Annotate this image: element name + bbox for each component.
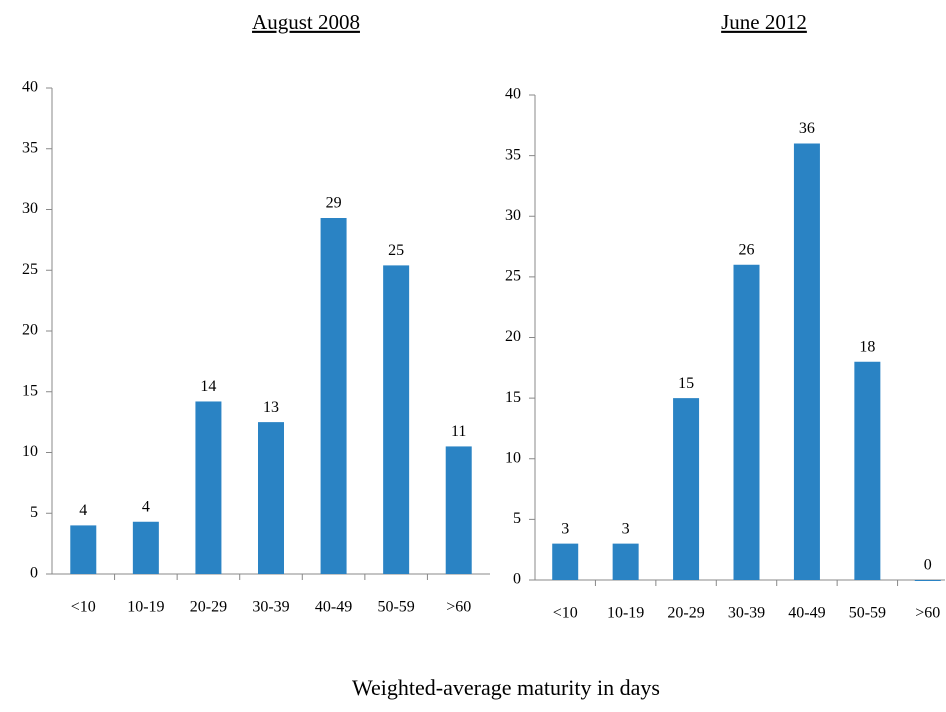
x-tick-label: 30-39: [252, 599, 289, 616]
x-tick-label: 20-29: [667, 605, 704, 622]
x-tick-label: <10: [553, 605, 578, 622]
x-tick-label: 40-49: [788, 605, 825, 622]
value-label: 18: [859, 338, 875, 355]
value-label: 11: [451, 423, 466, 440]
y-tick-label: 30: [505, 207, 521, 224]
value-label: 3: [561, 520, 569, 537]
bar: [612, 543, 639, 580]
value-label: 25: [388, 242, 404, 259]
y-tick-label: 15: [505, 389, 521, 406]
y-tick-label: 35: [22, 139, 38, 156]
y-tick-label: 35: [505, 146, 521, 163]
y-tick-label: 25: [505, 268, 521, 285]
value-label: 14: [200, 378, 216, 395]
x-tick-label: 50-59: [377, 599, 414, 616]
value-label: 26: [739, 241, 755, 258]
y-tick-label: 40: [505, 86, 521, 103]
bar: [70, 525, 97, 574]
y-tick-label: 25: [22, 261, 38, 278]
bar: [445, 446, 472, 574]
x-tick-label: >60: [915, 605, 940, 622]
chart-title: June 2012: [721, 10, 807, 34]
x-axis-label: Weighted-average maturity in days: [352, 675, 660, 700]
x-tick-label: >60: [446, 599, 471, 616]
y-tick-label: 0: [30, 565, 38, 582]
bar: [320, 218, 347, 574]
x-tick-label: 50-59: [849, 605, 886, 622]
bar: [132, 521, 159, 574]
y-tick-label: 10: [22, 443, 38, 460]
y-tick-label: 10: [505, 449, 521, 466]
x-tick-label: 40-49: [315, 599, 352, 616]
bar: [258, 422, 284, 574]
bar: [383, 265, 410, 574]
y-tick-label: 5: [513, 510, 521, 527]
x-tick-label: 20-29: [190, 599, 227, 616]
bar: [552, 543, 579, 580]
x-tick-label: 30-39: [728, 605, 765, 622]
y-tick-label: 40: [22, 79, 38, 96]
x-tick-label: 10-19: [607, 605, 644, 622]
value-label: 13: [263, 399, 279, 416]
y-tick-label: 20: [22, 322, 38, 339]
bar: [854, 361, 881, 580]
value-label: 15: [678, 375, 694, 392]
value-label: 29: [326, 195, 342, 212]
value-label: 4: [79, 502, 87, 519]
bar: [733, 264, 760, 580]
y-tick-label: 30: [22, 200, 38, 217]
y-tick-label: 0: [513, 571, 521, 588]
bar: [195, 401, 222, 574]
x-tick-label: <10: [71, 599, 96, 616]
value-label: 36: [799, 120, 815, 137]
y-tick-label: 20: [505, 328, 521, 345]
value-label: 0: [924, 557, 932, 574]
chart-title: August 2008: [252, 10, 360, 34]
value-label: 3: [622, 520, 630, 537]
value-label: 4: [142, 498, 150, 515]
y-tick-label: 5: [30, 504, 38, 521]
y-tick-label: 15: [22, 382, 38, 399]
x-tick-label: 10-19: [127, 599, 164, 616]
bar: [914, 580, 941, 581]
bar: [793, 143, 820, 580]
bar: [673, 398, 700, 580]
